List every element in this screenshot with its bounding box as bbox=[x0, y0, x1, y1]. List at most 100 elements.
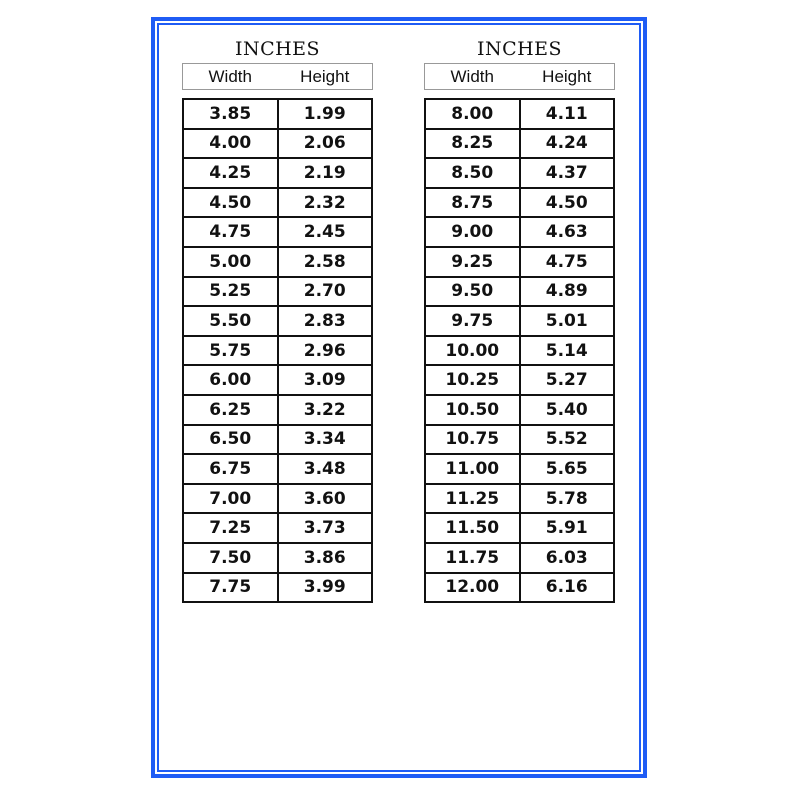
height-cell: 6.16 bbox=[518, 571, 615, 604]
height-cell: 4.75 bbox=[518, 245, 615, 278]
height-cell: 3.99 bbox=[276, 571, 373, 604]
width-cell: 5.50 bbox=[182, 305, 279, 337]
height-cell: 3.86 bbox=[276, 541, 373, 574]
table-row: 7.75 3.99 bbox=[182, 571, 373, 604]
table-row: 8.00 4.11 bbox=[424, 98, 615, 130]
height-cell: 2.58 bbox=[276, 245, 373, 278]
width-cell: 7.00 bbox=[182, 482, 279, 515]
width-cell: 8.50 bbox=[424, 157, 521, 189]
table-row: 9.00 4.63 bbox=[424, 216, 615, 248]
width-cell: 7.75 bbox=[182, 571, 279, 604]
table-row: 10.75 5.52 bbox=[424, 423, 615, 456]
header-width: Width bbox=[450, 67, 494, 86]
width-cell: 5.75 bbox=[182, 334, 279, 367]
table-row: 6.75 3.48 bbox=[182, 453, 373, 485]
height-cell: 5.52 bbox=[518, 423, 615, 456]
width-cell: 9.75 bbox=[424, 305, 521, 337]
size-table-left: INCHES Width Height 3.85 1.99 4.00 2.06 4.25… bbox=[182, 36, 373, 604]
size-table-body: 3.85 1.99 4.00 2.06 4.25 2.19 4.50 2.32 4.75 2.45… bbox=[182, 98, 373, 604]
table-row: 8.25 4.24 bbox=[424, 127, 615, 160]
height-cell: 2.83 bbox=[276, 305, 373, 337]
table-row: 9.50 4.89 bbox=[424, 275, 615, 308]
table-row: 6.50 3.34 bbox=[182, 423, 373, 456]
table-title: INCHES bbox=[234, 38, 321, 60]
table-row: 6.00 3.09 bbox=[182, 364, 373, 396]
height-cell: 3.73 bbox=[276, 512, 373, 544]
table-row: 4.25 2.19 bbox=[182, 157, 373, 189]
height-cell: 1.99 bbox=[276, 98, 373, 130]
height-cell: 3.48 bbox=[276, 453, 373, 485]
width-cell: 12.00 bbox=[424, 571, 521, 604]
table-row: 10.25 5.27 bbox=[424, 364, 615, 396]
width-cell: 10.00 bbox=[424, 334, 521, 367]
table-row: 9.25 4.75 bbox=[424, 245, 615, 278]
height-cell: 5.27 bbox=[518, 364, 615, 396]
header-height: Height bbox=[542, 67, 592, 86]
height-cell: 5.78 bbox=[518, 482, 615, 515]
table-row: 12.00 6.16 bbox=[424, 571, 615, 604]
width-cell: 6.25 bbox=[182, 393, 279, 426]
table-title: INCHES bbox=[476, 38, 563, 60]
height-cell: 2.96 bbox=[276, 334, 373, 367]
table-row: 8.50 4.37 bbox=[424, 157, 615, 189]
height-cell: 4.50 bbox=[518, 186, 615, 219]
height-cell: 5.65 bbox=[518, 453, 615, 485]
header-width: Width bbox=[208, 67, 252, 86]
width-cell: 11.75 bbox=[424, 541, 521, 574]
height-cell: 5.40 bbox=[518, 393, 615, 426]
table-row: 6.25 3.22 bbox=[182, 393, 373, 426]
table-row: 11.50 5.91 bbox=[424, 512, 615, 544]
table-row: 7.25 3.73 bbox=[182, 512, 373, 544]
table-row: 4.50 2.32 bbox=[182, 186, 373, 219]
width-cell: 8.00 bbox=[424, 98, 521, 130]
height-cell: 2.06 bbox=[276, 127, 373, 160]
column-header-row: Width Height bbox=[424, 63, 615, 90]
width-cell: 10.50 bbox=[424, 393, 521, 426]
width-cell: 9.00 bbox=[424, 216, 521, 248]
width-cell: 6.50 bbox=[182, 423, 279, 456]
height-cell: 3.09 bbox=[276, 364, 373, 396]
table-row: 4.00 2.06 bbox=[182, 127, 373, 160]
table-row: 11.75 6.03 bbox=[424, 541, 615, 574]
width-cell: 9.50 bbox=[424, 275, 521, 308]
width-cell: 8.25 bbox=[424, 127, 521, 160]
table-row: 10.50 5.40 bbox=[424, 393, 615, 426]
table-row: 4.75 2.45 bbox=[182, 216, 373, 248]
table-row: 8.75 4.50 bbox=[424, 186, 615, 219]
width-cell: 9.25 bbox=[424, 245, 521, 278]
table-row: 7.00 3.60 bbox=[182, 482, 373, 515]
width-cell: 11.00 bbox=[424, 453, 521, 485]
table-row: 5.25 2.70 bbox=[182, 275, 373, 308]
page-border-outer bbox=[151, 17, 647, 778]
width-cell: 3.85 bbox=[182, 98, 279, 130]
height-cell: 4.11 bbox=[518, 98, 615, 130]
width-cell: 7.50 bbox=[182, 541, 279, 574]
table-row: 9.75 5.01 bbox=[424, 305, 615, 337]
height-cell: 3.22 bbox=[276, 393, 373, 426]
height-cell: 3.60 bbox=[276, 482, 373, 515]
width-cell: 5.00 bbox=[182, 245, 279, 278]
width-cell: 11.50 bbox=[424, 512, 521, 544]
size-table-right: INCHES Width Height 8.00 4.11 8.25 4.24 8.50… bbox=[424, 36, 615, 604]
height-cell: 5.91 bbox=[518, 512, 615, 544]
height-cell: 2.70 bbox=[276, 275, 373, 308]
width-cell: 6.75 bbox=[182, 453, 279, 485]
width-cell: 4.00 bbox=[182, 127, 279, 160]
table-row: 5.75 2.96 bbox=[182, 334, 373, 367]
height-cell: 4.24 bbox=[518, 127, 615, 160]
width-cell: 6.00 bbox=[182, 364, 279, 396]
table-row: 11.00 5.65 bbox=[424, 453, 615, 485]
width-cell: 10.25 bbox=[424, 364, 521, 396]
height-cell: 5.01 bbox=[518, 305, 615, 337]
width-cell: 5.25 bbox=[182, 275, 279, 308]
width-cell: 7.25 bbox=[182, 512, 279, 544]
table-row: 11.25 5.78 bbox=[424, 482, 615, 515]
height-cell: 4.89 bbox=[518, 275, 615, 308]
width-cell: 10.75 bbox=[424, 423, 521, 456]
height-cell: 2.19 bbox=[276, 157, 373, 189]
page-border-inner bbox=[157, 23, 641, 772]
table-row: 5.50 2.83 bbox=[182, 305, 373, 337]
height-cell: 3.34 bbox=[276, 423, 373, 456]
column-header-row: Width Height bbox=[182, 63, 373, 90]
height-cell: 4.37 bbox=[518, 157, 615, 189]
